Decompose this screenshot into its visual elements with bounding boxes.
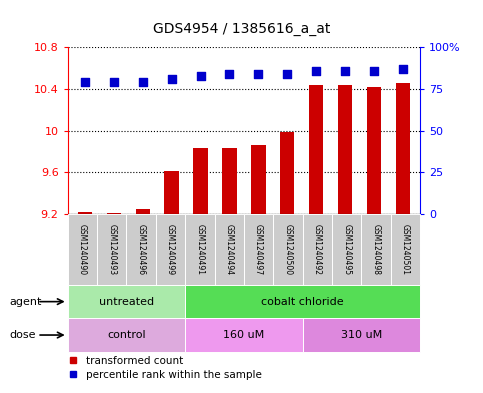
Text: control: control bbox=[107, 330, 146, 340]
Text: GSM1240496: GSM1240496 bbox=[137, 224, 145, 275]
Text: GSM1240500: GSM1240500 bbox=[284, 224, 293, 275]
Bar bbox=[193, 149, 208, 214]
Text: untreated: untreated bbox=[99, 297, 154, 307]
Point bbox=[341, 67, 349, 73]
Text: GSM1240495: GSM1240495 bbox=[342, 224, 351, 275]
Legend: transformed count, percentile rank within the sample: transformed count, percentile rank withi… bbox=[63, 352, 266, 384]
Text: GSM1240499: GSM1240499 bbox=[166, 224, 175, 275]
Text: GSM1240492: GSM1240492 bbox=[313, 224, 322, 275]
Point bbox=[81, 79, 89, 85]
Bar bbox=[396, 83, 410, 214]
Bar bbox=[164, 171, 179, 214]
Text: cobalt chloride: cobalt chloride bbox=[261, 297, 344, 307]
Text: GSM1240498: GSM1240498 bbox=[371, 224, 381, 275]
Point bbox=[139, 79, 147, 85]
Bar bbox=[136, 209, 150, 214]
Bar bbox=[280, 132, 295, 214]
Text: 160 uM: 160 uM bbox=[223, 330, 265, 340]
Text: dose: dose bbox=[10, 330, 36, 340]
Bar bbox=[309, 85, 324, 214]
Text: GSM1240490: GSM1240490 bbox=[78, 224, 87, 275]
Text: GSM1240494: GSM1240494 bbox=[225, 224, 234, 275]
Point bbox=[255, 71, 262, 77]
Text: GSM1240501: GSM1240501 bbox=[401, 224, 410, 275]
Text: GSM1240497: GSM1240497 bbox=[254, 224, 263, 275]
Text: GSM1240493: GSM1240493 bbox=[107, 224, 116, 275]
Text: GSM1240491: GSM1240491 bbox=[195, 224, 204, 275]
Bar bbox=[251, 145, 266, 214]
Bar bbox=[367, 87, 381, 214]
Point bbox=[226, 71, 233, 77]
Bar bbox=[222, 149, 237, 214]
Point bbox=[370, 67, 378, 73]
Bar bbox=[338, 85, 352, 214]
Point bbox=[313, 67, 320, 73]
Point bbox=[168, 76, 175, 82]
Text: 310 uM: 310 uM bbox=[341, 330, 382, 340]
Point bbox=[197, 72, 204, 79]
Bar bbox=[107, 213, 121, 214]
Point bbox=[284, 71, 291, 77]
Bar bbox=[78, 212, 92, 214]
Text: agent: agent bbox=[10, 297, 42, 307]
Point bbox=[399, 66, 407, 72]
Point bbox=[110, 79, 118, 85]
Text: GDS4954 / 1385616_a_at: GDS4954 / 1385616_a_at bbox=[153, 22, 330, 36]
